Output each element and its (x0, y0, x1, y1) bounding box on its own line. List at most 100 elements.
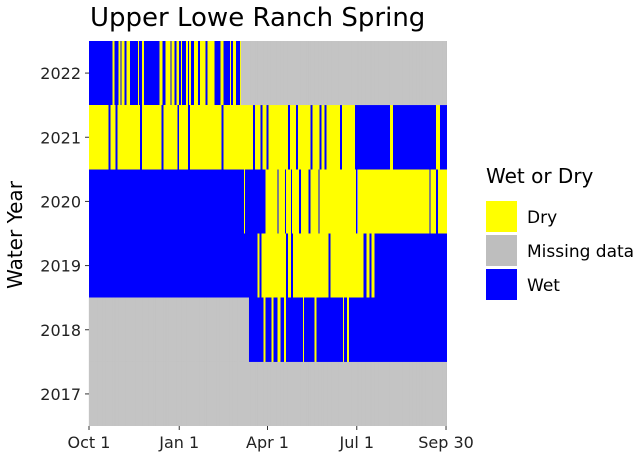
heatmap-cell-2020-dry (292, 169, 299, 234)
heatmap-cell-2022-dry (121, 41, 125, 106)
x-axis: Oct 1 Jan 1 Apr 1 Jul 1 Sep 30 (68, 426, 474, 452)
heatmap-cell-2021-dry (312, 105, 320, 170)
heatmap-cell-2022-wet (205, 41, 208, 106)
heatmap-cell-2021-dry (141, 105, 162, 170)
heatmap-cell-2021-wet (440, 105, 447, 170)
heatmap-cell-2020-dry (430, 169, 437, 234)
heatmap-cell-2019-wet (286, 233, 289, 298)
heatmap-cell-2022-wet (130, 41, 139, 106)
heatmap-cell-2018-wet (316, 297, 344, 362)
heatmap-cell-2022-dry (159, 41, 163, 106)
heatmap-cell-2022-wet (197, 41, 200, 106)
heatmap-cell-2020-dry (438, 169, 447, 234)
heatmap-cell-2018-dry (343, 297, 345, 362)
legend-swatch-missing-data (486, 235, 517, 266)
heatmap-cell-2020-wet (285, 169, 287, 234)
heatmap-cell-2018-dry (346, 297, 349, 362)
heatmap-cell-2022-wet (143, 41, 160, 106)
legend-label: Dry (527, 208, 557, 228)
heatmap-cell-2021-dry (254, 105, 261, 170)
heatmap-cell-2020-dry (278, 169, 286, 234)
heatmap-cell-2020-wet (355, 169, 358, 234)
heatmap-cell-2021-wet (177, 105, 180, 170)
heatmap-cell-2022-dry (165, 41, 171, 106)
heatmap-cell-2021-dry (321, 105, 325, 170)
heatmap-cell-2019-wet (291, 233, 294, 298)
heatmap-cell-2021-wet (340, 105, 343, 170)
heatmap-cell-2021-wet (354, 105, 391, 170)
heatmap-cell-2021-dry (262, 105, 267, 170)
y-tick-label: 2021 (40, 128, 81, 147)
heatmap-cell-2021-wet (252, 105, 255, 170)
x-tick-label: Oct 1 (68, 433, 111, 452)
heatmap-cell-2022-dry (240, 41, 242, 106)
y-tick-label: 2020 (40, 192, 81, 211)
heatmap-cell-2020-wet (436, 169, 439, 234)
heatmap-cell-2022-wet (114, 41, 119, 106)
heatmap-cell-2018-dry (284, 297, 287, 362)
heatmap-cell-2022-wet (231, 41, 234, 106)
heatmap-cell-2021-wet (310, 105, 313, 170)
heatmap-cell-2020-wet (318, 169, 320, 234)
heatmap-cell-2021-wet (221, 105, 224, 170)
heatmap-cell-2022-dry (141, 41, 144, 106)
x-tick-label: Apr 1 (246, 433, 289, 452)
heatmap-cell-2021-wet (161, 105, 164, 170)
heatmap-cell-2021-dry (290, 105, 296, 170)
heatmap-cell-2021-dry (117, 105, 140, 170)
heatmap-cell-2021-dry (223, 105, 253, 170)
heatmap-cell-2020-wet (298, 169, 301, 234)
heatmap-cell-2022-dry (207, 41, 215, 106)
heatmap-cell-2022-dry (112, 41, 115, 106)
heatmap-cell-2019-wet (363, 233, 367, 298)
heatmap-cell-2022-dry (199, 41, 206, 106)
heatmap-cell-2022-wet (182, 41, 187, 106)
y-tick-label: 2018 (40, 321, 81, 340)
heatmap-cell-2020-wet (277, 169, 279, 234)
heatmap-cell-2022-dry (186, 41, 189, 106)
heatmap-cell-2018-wet (286, 297, 303, 362)
y-tick-label: 2017 (40, 385, 81, 404)
heatmap-cell-2018-dry (271, 297, 274, 362)
heatmap-cell-2022-wet (223, 41, 231, 106)
heatmap-cell-2021-wet (324, 105, 327, 170)
heatmap-cell-2019-dry (261, 233, 287, 298)
x-tick-label: Sep 30 (418, 433, 474, 452)
heatmap-cell-2022-dry (189, 41, 191, 106)
heatmap-cell-2022-dry (138, 41, 140, 106)
heatmap-cell-2021-wet (288, 105, 291, 170)
heatmap-cell-2021-dry (268, 105, 289, 170)
x-tick-label: Jul 1 (338, 433, 374, 452)
heatmap-cell-2022-wet (170, 41, 172, 106)
heatmap-cell-2020-wet (291, 169, 293, 234)
heatmap-cell-2018-wet (273, 297, 278, 362)
heatmap-cell-2021-dry (297, 105, 311, 170)
legend-title: Wet or Dry (486, 164, 594, 188)
heatmap-cell-2021-wet (115, 105, 118, 170)
heatmap-cell-2022-wet (191, 41, 194, 106)
heatmap-cell-2019-wet (328, 233, 331, 298)
heatmap-cell-2022-wet (188, 41, 190, 106)
heatmap-cell-2021-wet (266, 105, 269, 170)
heatmap-cell-2020-dry (310, 169, 319, 234)
heatmap-cell-2021-dry (190, 105, 222, 170)
heatmap-cell-2020-dry (243, 169, 245, 234)
heatmap-cell-2018-dry (263, 297, 266, 362)
heatmap-cell-2018-wet (348, 297, 447, 362)
heatmap-cell-2018-dry (302, 297, 304, 362)
heatmap-cell-2017-missing-data (89, 361, 447, 426)
bar-texture (88, 41, 447, 426)
heatmap-cell-2019-dry (257, 233, 260, 298)
heatmap-cell-2021-dry (89, 105, 109, 170)
heatmap-cell-2018-wet (248, 297, 264, 362)
heatmap-cell-2020-wet (429, 169, 431, 234)
heatmap-cell-2022-dry (193, 41, 198, 106)
heatmap-cell-2022-wet (120, 41, 122, 106)
heatmap-cell-2021-dry (326, 105, 341, 170)
heatmap-cell-2021-wet (108, 105, 111, 170)
plot-area (88, 41, 447, 426)
legend-label: Missing data (527, 242, 634, 262)
heatmap-cell-2018-wet (303, 297, 315, 362)
heatmap-cell-2021-dry (179, 105, 189, 170)
